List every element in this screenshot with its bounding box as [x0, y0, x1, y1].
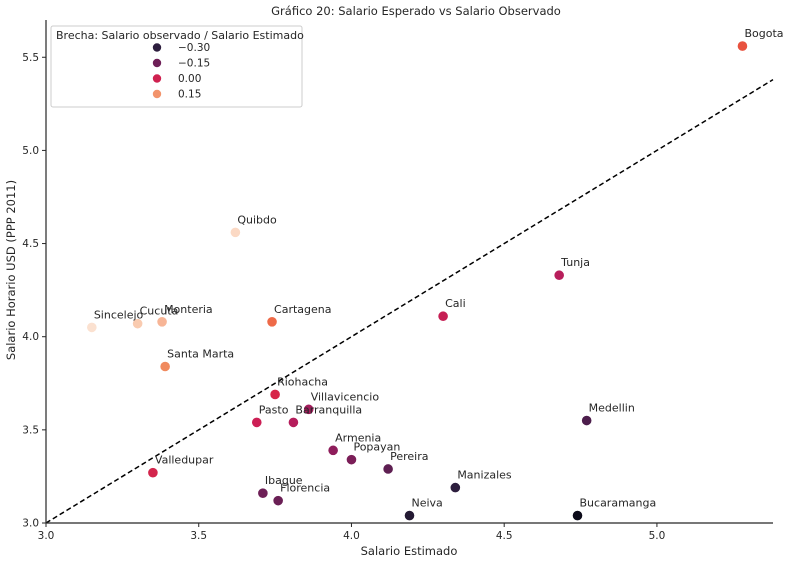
x-tick-label: 4.5 [496, 530, 513, 542]
legend-marker [152, 58, 162, 68]
legend-marker [152, 43, 162, 52]
legend-marker [152, 74, 162, 83]
reference-layer [45, 78, 774, 524]
point-label: Bucaramanga [580, 497, 657, 510]
point-label: Armenia [335, 431, 381, 444]
data-point [581, 414, 593, 427]
data-point [156, 316, 168, 328]
legend: Brecha: Salario observado / Salario Esti… [50, 25, 304, 108]
point-label: Neiva [412, 497, 443, 510]
point-label: Pasto [259, 403, 289, 416]
x-tick-label: 3.5 [190, 530, 207, 542]
point-labels-layer: Bogota Quibdo Tunja Cali Cartagena SincelejoC… [94, 27, 784, 509]
data-point [736, 40, 749, 52]
data-point [229, 226, 241, 238]
data-point [382, 463, 394, 475]
data-point [257, 487, 269, 499]
point-label: Santa Marta [167, 348, 234, 361]
y-tick-label: 4.0 [22, 331, 39, 343]
data-point [251, 416, 263, 428]
data-point [132, 318, 144, 330]
point-label: Sincelejo [94, 308, 144, 321]
data-point [266, 316, 278, 328]
point-label: Tunja [560, 256, 590, 269]
data-point [303, 403, 315, 415]
data-point [571, 509, 584, 522]
axes-layer: 3.0 3.5 4.0 4.5 5.0 3.0 3.5 4.0 4.5 5.0 5.5 [22, 20, 773, 542]
point-label: Quibdo [237, 213, 277, 226]
legend-label: −0.30 [178, 42, 210, 54]
x-tick-label: 5.0 [649, 530, 666, 542]
point-label: Monteria [164, 303, 213, 316]
x-tick-label: 4.0 [343, 530, 360, 542]
data-point [327, 444, 339, 456]
legend-label: 0.00 [178, 73, 201, 85]
point-label: Medellin [589, 402, 635, 415]
points-layer [86, 40, 749, 522]
legend-label: −0.15 [178, 58, 210, 70]
point-label: Valledupar [155, 454, 214, 467]
point-label: Cartagena [274, 303, 331, 316]
data-point [449, 482, 461, 494]
point-label: Manizales [457, 469, 512, 482]
point-label: Pereira [390, 450, 428, 463]
data-point [272, 495, 284, 507]
y-tick-label: 4.5 [22, 238, 39, 250]
y-tick-label: 3.0 [22, 518, 39, 530]
y-axis-label: Salario Horario USD (PPP 2011) [4, 180, 18, 360]
point-label: Florencia [280, 482, 330, 495]
data-point [86, 321, 98, 333]
legend-title: Brecha: Salario observado / Salario Esti… [56, 29, 304, 42]
point-label: Barranquilla [295, 403, 362, 416]
y-tick-label: 5.5 [22, 52, 39, 64]
point-label: Popayan [353, 441, 400, 454]
legend-entries: −0.30 −0.15 0.00 0.15 [152, 42, 210, 101]
data-point [553, 269, 565, 281]
point-label: Ibague [265, 474, 303, 487]
identity-reference-line [45, 78, 774, 524]
data-point [287, 416, 300, 428]
data-point [147, 467, 159, 479]
data-point [269, 388, 281, 401]
data-point [159, 360, 171, 373]
legend-box [50, 25, 303, 108]
x-axis-label: Salario Estimado [361, 544, 458, 558]
point-label: Bogota [744, 27, 783, 40]
y-tick-label: 3.5 [22, 424, 39, 436]
legend-marker [152, 89, 162, 99]
y-tick-label: 5.0 [22, 145, 39, 157]
point-label: Cucuta [140, 305, 179, 318]
data-point [437, 310, 449, 322]
point-label: Cali [445, 297, 466, 310]
point-label: Villavicencio [311, 390, 380, 403]
data-point [403, 509, 416, 522]
point-label: Riohacha [277, 375, 328, 388]
data-point [345, 454, 358, 466]
chart-title: Gráfico 20: Salario Esperado vs Salario … [271, 4, 561, 18]
x-tick-label: 3.0 [38, 530, 55, 542]
legend-label: 0.15 [178, 89, 201, 101]
